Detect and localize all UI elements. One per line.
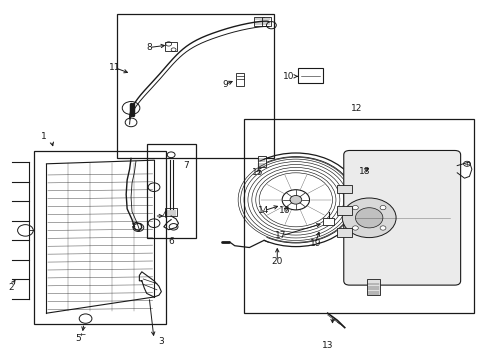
Text: 4: 4 [161, 211, 167, 220]
Text: 17: 17 [275, 231, 286, 240]
Text: 18: 18 [358, 166, 369, 175]
Circle shape [379, 226, 385, 230]
Bar [322, 218, 334, 225]
Circle shape [355, 208, 382, 228]
Bar [366, 279, 380, 295]
Text: 7: 7 [183, 161, 188, 170]
Bar [244, 119, 473, 313]
Bar [298, 68, 322, 83]
Bar [337, 206, 351, 215]
Bar [257, 156, 265, 167]
Bar [337, 185, 351, 193]
Bar [261, 17, 271, 26]
Bar [235, 73, 244, 86]
Circle shape [342, 198, 395, 238]
Circle shape [352, 226, 358, 230]
Text: 13: 13 [321, 341, 333, 350]
Bar [117, 14, 273, 158]
Circle shape [379, 206, 385, 210]
Text: 6: 6 [168, 237, 174, 246]
FancyBboxPatch shape [343, 150, 460, 285]
Text: 3: 3 [158, 338, 164, 346]
Text: 8: 8 [146, 43, 152, 52]
Bar [34, 151, 166, 324]
Text: 11: 11 [109, 63, 121, 72]
Text: 12: 12 [350, 104, 362, 112]
Text: ←: ← [79, 333, 85, 338]
Bar [337, 228, 351, 237]
Text: 9: 9 [222, 80, 227, 89]
Text: 10: 10 [283, 72, 294, 81]
Circle shape [352, 206, 358, 210]
Text: 19: 19 [309, 238, 321, 248]
Bar [165, 42, 177, 51]
Text: 2: 2 [8, 284, 14, 292]
Text: 20: 20 [271, 256, 283, 265]
Text: 14: 14 [258, 206, 269, 215]
Bar [254, 17, 264, 26]
Text: 5: 5 [75, 334, 81, 343]
Bar [146, 144, 195, 238]
Text: 15: 15 [251, 168, 263, 177]
Circle shape [289, 195, 301, 204]
Text: 1: 1 [41, 132, 47, 141]
Bar [165, 208, 177, 216]
Text: 16: 16 [278, 206, 290, 215]
